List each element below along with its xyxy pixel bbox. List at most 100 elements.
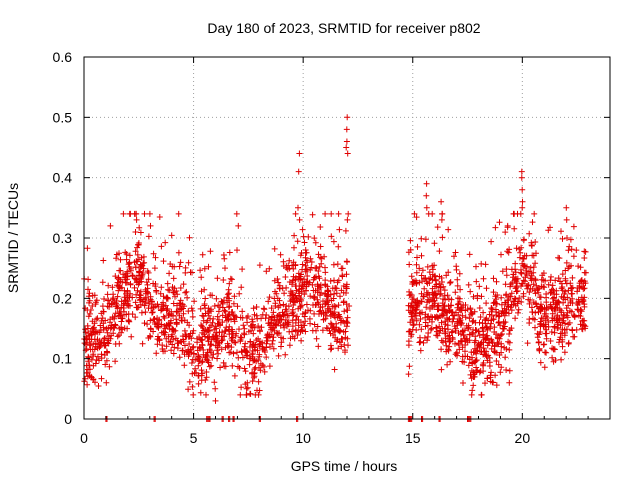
data-point bbox=[515, 306, 522, 313]
data-point bbox=[315, 268, 322, 274]
data-point bbox=[256, 387, 263, 394]
data-point bbox=[190, 350, 197, 357]
data-point bbox=[84, 381, 91, 388]
data-point bbox=[312, 239, 319, 246]
data-point bbox=[212, 385, 219, 392]
data-point bbox=[343, 144, 350, 151]
data-point bbox=[249, 316, 256, 323]
data-point bbox=[202, 326, 209, 333]
data-point bbox=[535, 339, 542, 346]
data-point bbox=[470, 293, 477, 300]
data-point bbox=[430, 291, 437, 298]
data-point bbox=[246, 361, 253, 368]
data-point bbox=[221, 307, 228, 314]
data-point bbox=[570, 253, 577, 260]
data-point bbox=[226, 290, 232, 297]
data-point bbox=[296, 286, 303, 293]
data-point bbox=[327, 320, 334, 327]
data-point bbox=[582, 325, 589, 332]
data-point bbox=[119, 326, 126, 333]
data-point bbox=[128, 333, 135, 340]
data-point bbox=[294, 238, 301, 245]
data-point bbox=[225, 304, 232, 311]
data-point bbox=[129, 273, 136, 280]
data-point bbox=[575, 312, 582, 319]
data-point bbox=[562, 320, 568, 327]
data-point bbox=[527, 285, 534, 292]
data-point bbox=[429, 285, 436, 292]
data-point bbox=[261, 347, 268, 354]
data-point bbox=[470, 382, 477, 389]
data-point bbox=[339, 336, 346, 342]
data-point bbox=[460, 331, 467, 338]
data-point bbox=[113, 255, 120, 262]
data-point bbox=[534, 334, 541, 341]
data-point bbox=[122, 249, 129, 256]
data-point bbox=[581, 269, 588, 276]
data-point bbox=[566, 263, 573, 270]
data-point bbox=[407, 291, 414, 298]
data-point bbox=[547, 338, 554, 344]
data-point bbox=[94, 345, 101, 352]
data-point bbox=[512, 275, 519, 282]
data-point bbox=[438, 319, 445, 326]
data-point bbox=[198, 322, 204, 329]
data-point bbox=[292, 327, 299, 333]
data-point bbox=[151, 316, 158, 322]
data-point bbox=[231, 318, 238, 325]
data-point bbox=[249, 378, 256, 385]
data-point bbox=[512, 296, 519, 302]
data-point bbox=[338, 317, 345, 324]
data-point bbox=[446, 338, 453, 345]
data-point bbox=[563, 305, 570, 312]
data-point bbox=[297, 252, 304, 259]
data-point bbox=[454, 322, 461, 329]
data-point bbox=[233, 330, 240, 337]
data-point bbox=[170, 289, 177, 296]
data-point bbox=[581, 322, 588, 329]
data-point bbox=[327, 308, 334, 315]
data-point bbox=[431, 292, 438, 299]
data-point bbox=[435, 314, 442, 321]
data-point bbox=[512, 315, 519, 322]
data-point bbox=[484, 326, 491, 333]
data-point bbox=[160, 313, 167, 320]
data-point bbox=[288, 296, 295, 303]
data-point bbox=[274, 295, 281, 302]
data-point bbox=[200, 351, 207, 358]
data-point bbox=[448, 302, 455, 309]
data-point bbox=[493, 296, 500, 303]
data-point bbox=[236, 290, 243, 297]
data-point bbox=[467, 371, 474, 378]
data-point bbox=[562, 275, 569, 282]
data-point bbox=[136, 291, 143, 298]
data-point bbox=[580, 280, 587, 287]
data-point bbox=[411, 280, 418, 286]
data-point bbox=[113, 300, 119, 307]
data-point bbox=[233, 210, 240, 217]
data-point bbox=[168, 232, 175, 239]
data-point bbox=[433, 332, 440, 339]
data-point bbox=[189, 383, 196, 390]
data-point bbox=[154, 341, 161, 348]
data-point bbox=[473, 357, 479, 364]
data-point bbox=[465, 362, 472, 369]
y-tick-label: 0 bbox=[64, 411, 72, 427]
data-point bbox=[502, 281, 509, 288]
data-point bbox=[498, 294, 505, 301]
data-point bbox=[228, 326, 235, 333]
data-point bbox=[116, 332, 122, 339]
data-point bbox=[186, 378, 193, 385]
data-point bbox=[278, 316, 285, 323]
data-point bbox=[343, 271, 350, 278]
data-point bbox=[527, 264, 534, 271]
data-point bbox=[166, 310, 173, 317]
data-point bbox=[523, 272, 530, 278]
data-point bbox=[486, 354, 493, 361]
data-point bbox=[319, 327, 326, 334]
data-point bbox=[335, 345, 342, 352]
data-point bbox=[504, 301, 511, 308]
data-point bbox=[473, 278, 480, 285]
data-point bbox=[416, 265, 423, 272]
